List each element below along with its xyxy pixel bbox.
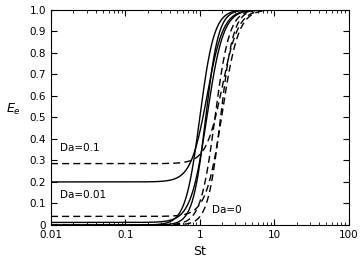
Text: Da=0: Da=0: [212, 205, 241, 215]
Text: Da=0.01: Da=0.01: [59, 190, 106, 200]
Text: Da=0.1: Da=0.1: [59, 143, 99, 153]
X-axis label: St: St: [193, 246, 206, 258]
Y-axis label: $E_e$: $E_e$: [5, 102, 20, 117]
